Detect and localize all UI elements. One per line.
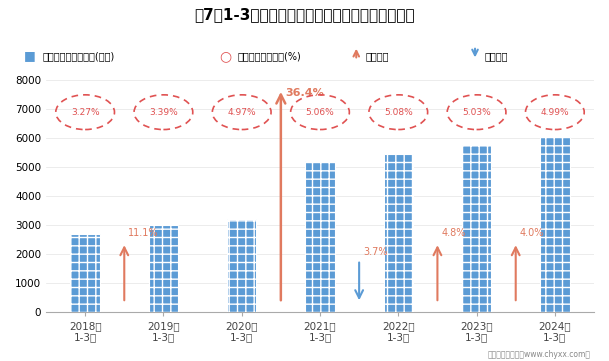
Text: 5.08%: 5.08% <box>384 108 413 117</box>
Text: 4.0%: 4.0% <box>519 228 544 238</box>
Text: 4.99%: 4.99% <box>541 108 569 117</box>
Text: 近7年1-3月安徽省累计社会消费品零售总额统计图: 近7年1-3月安徽省累计社会消费品零售总额统计图 <box>194 7 415 22</box>
Text: 36.4%: 36.4% <box>286 88 325 97</box>
Text: 同比减少: 同比减少 <box>484 51 508 61</box>
Text: 制图：智研咨询（www.chyxx.com）: 制图：智研咨询（www.chyxx.com） <box>488 350 591 359</box>
Bar <box>149 225 178 312</box>
Text: 5.06%: 5.06% <box>306 108 334 117</box>
Text: 11.1%: 11.1% <box>128 228 159 238</box>
Text: 4.97%: 4.97% <box>227 108 256 117</box>
Text: 5.03%: 5.03% <box>462 108 491 117</box>
Text: 社会消费品零售总额(亿元): 社会消费品零售总额(亿元) <box>43 51 115 61</box>
Text: 3.27%: 3.27% <box>71 108 99 117</box>
Text: ○: ○ <box>219 49 231 63</box>
Text: 4.8%: 4.8% <box>442 228 466 238</box>
Text: 3.39%: 3.39% <box>149 108 178 117</box>
Text: 安徽省占全国比重(%): 安徽省占全国比重(%) <box>238 51 301 61</box>
Bar <box>227 219 256 312</box>
Bar <box>540 137 569 312</box>
Text: 3.7%: 3.7% <box>363 247 387 257</box>
Text: 同比增加: 同比增加 <box>365 51 389 61</box>
Bar <box>305 161 335 312</box>
Text: ■: ■ <box>24 49 36 62</box>
Bar <box>462 145 491 312</box>
Bar <box>384 154 413 312</box>
Bar <box>71 234 100 312</box>
